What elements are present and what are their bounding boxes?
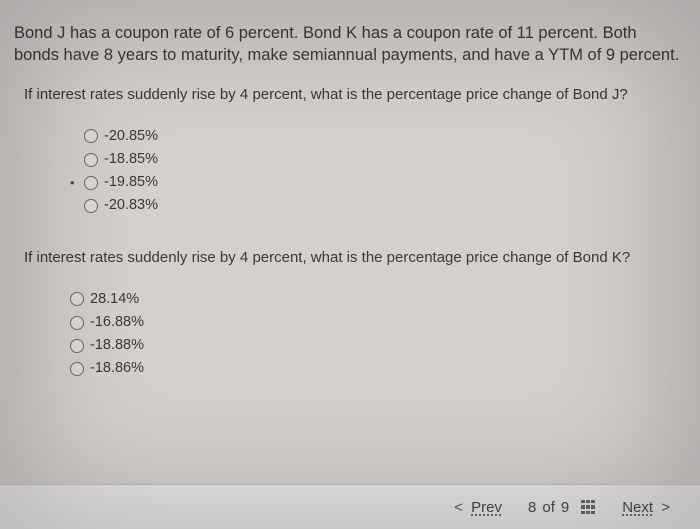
grid-icon[interactable]	[581, 500, 596, 515]
q2-option-c[interactable]: -18.88%	[70, 334, 686, 357]
nav-bar: < Prev 8 of 9 Next >	[0, 484, 700, 529]
page-total: 9	[561, 499, 569, 516]
chevron-left-icon: <	[454, 499, 463, 516]
q1-option-c[interactable]: • -19.85%	[70, 171, 686, 194]
option-label: -16.88%	[90, 311, 144, 334]
radio-icon	[84, 176, 98, 190]
option-label: -20.85%	[104, 125, 158, 148]
option-label: -18.85%	[104, 148, 158, 171]
question-2: If interest rates suddenly rise by 4 per…	[24, 248, 686, 268]
radio-icon	[70, 292, 84, 306]
q1-option-d[interactable]: -20.83%	[70, 194, 686, 217]
question-1-options: -20.85% -18.85% • -19.85% -20.83%	[70, 125, 686, 218]
radio-icon	[70, 316, 84, 330]
prev-label: Prev	[471, 499, 502, 516]
radio-icon	[84, 129, 98, 143]
page-current: 8	[528, 499, 536, 516]
q2-option-a[interactable]: 28.14%	[70, 288, 686, 311]
next-button[interactable]: Next >	[622, 499, 674, 516]
chevron-right-icon: >	[661, 499, 670, 516]
option-label: -19.85%	[104, 171, 158, 194]
radio-icon	[70, 362, 84, 376]
dot-icon: •	[70, 176, 76, 189]
of-label: of	[542, 499, 555, 516]
radio-icon	[84, 199, 98, 213]
radio-icon	[70, 339, 84, 353]
problem-intro: Bond J has a coupon rate of 6 percent. B…	[14, 22, 686, 67]
option-label: 28.14%	[90, 288, 139, 311]
q2-option-d[interactable]: -18.86%	[70, 357, 686, 380]
question-2-options: 28.14% -16.88% -18.88% -18.86%	[70, 288, 686, 381]
pager: 8 of 9	[528, 499, 596, 516]
option-label: -18.86%	[90, 357, 144, 380]
option-label: -20.83%	[104, 194, 158, 217]
q1-option-a[interactable]: -20.85%	[70, 125, 686, 148]
option-label: -18.88%	[90, 334, 144, 357]
question-1: If interest rates suddenly rise by 4 per…	[24, 85, 686, 105]
next-label: Next	[622, 499, 653, 516]
radio-icon	[84, 153, 98, 167]
prev-button[interactable]: < Prev	[450, 499, 502, 516]
q1-option-b[interactable]: -18.85%	[70, 148, 686, 171]
q2-option-b[interactable]: -16.88%	[70, 311, 686, 334]
